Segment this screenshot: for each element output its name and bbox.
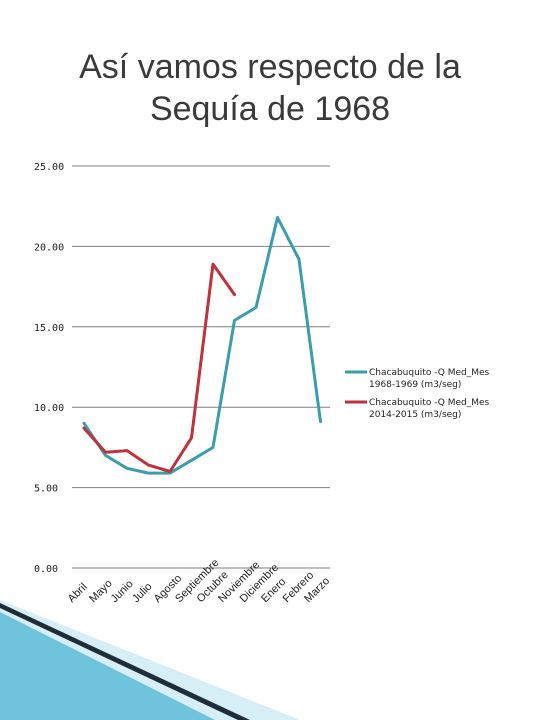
series-lines [82, 216, 322, 475]
legend-label: 1968-1969 (m3/seg) [369, 380, 461, 390]
title-line-2: Sequía de 1968 [149, 90, 391, 128]
legend-label: Chacabuquito -Q Med_Mes [369, 368, 490, 378]
title-line-1: Así vamos respecto de la [79, 48, 461, 86]
series-line-2 [82, 262, 236, 473]
legend: Chacabuquito -Q Med_Mes 1968-1969 (m3/seg… [345, 368, 490, 420]
slide-title: Así vamos respecto de la Sequía de 1968 [0, 46, 540, 130]
x-axis-category-labels: AbrilMayoJunioJulioAgostoSeptiembreOctub… [66, 557, 333, 605]
y-tick-label: 0.00 [34, 564, 58, 575]
y-axis-tick-labels: 0.00 5.00 10.00 15.00 20.00 25.00 [34, 162, 64, 575]
y-tick-label: 20.00 [34, 242, 64, 253]
y-tick-label: 15.00 [34, 323, 64, 334]
y-tick-label: 25.00 [34, 162, 64, 173]
x-category-label: Junio [109, 578, 136, 605]
x-category-label: Julio [130, 581, 154, 605]
y-tick-label: 5.00 [34, 484, 58, 495]
y-tick-label: 10.00 [34, 403, 64, 414]
legend-label: Chacabuquito -Q Med_Mes [369, 398, 490, 408]
legend-label: 2014-2015 (m3/seg) [369, 410, 461, 420]
series-line-1 [82, 216, 322, 475]
decor-dark-ribbon [0, 603, 250, 720]
x-category-label: Abril [66, 581, 90, 605]
grid-lines [72, 165, 330, 569]
x-category-label: Mayo [87, 578, 115, 606]
decor-mid-band [0, 612, 215, 720]
corner-decoration [0, 600, 300, 720]
